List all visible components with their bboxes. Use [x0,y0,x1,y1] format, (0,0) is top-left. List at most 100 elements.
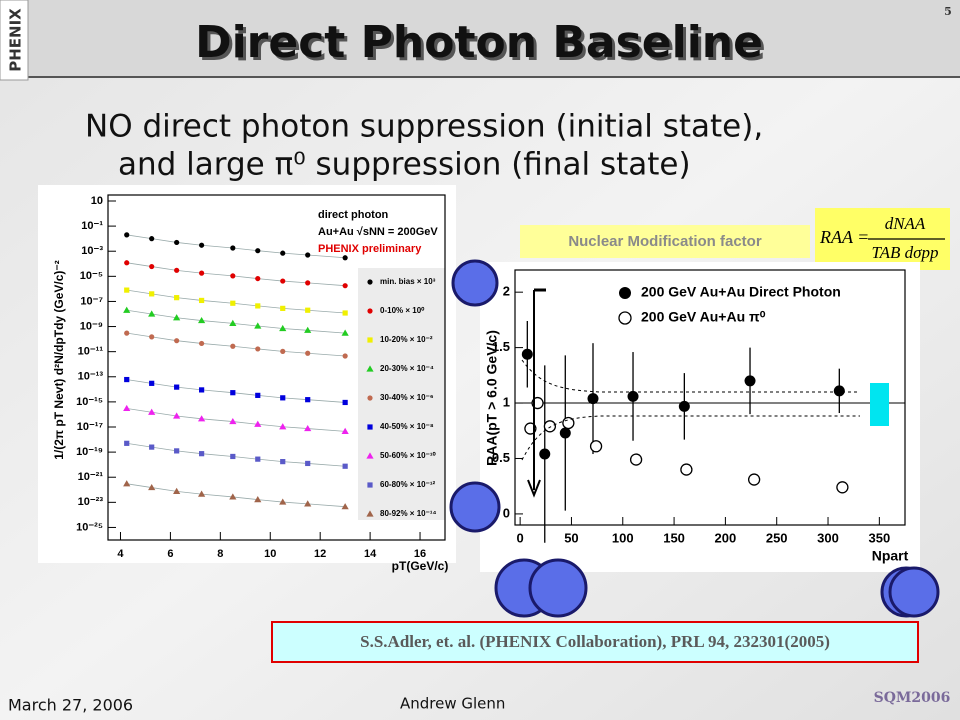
data-point [280,459,286,465]
data-point [173,314,181,321]
data-point [149,444,155,450]
data-point [280,278,286,284]
uncertainty-upper [521,359,860,393]
data-point [342,310,348,316]
data-point [836,481,849,494]
plot-frame [107,194,446,541]
data-point [539,448,551,460]
title: Direct Photon Baseline [195,17,763,68]
data-point [199,297,205,304]
y-tick-label: 10⁻²³ [78,496,104,508]
footer-logo: SQM2006 [874,690,951,706]
data-point [629,453,643,466]
legend-bg [358,268,445,520]
data-point [255,346,261,352]
data-point [255,456,261,462]
page-number: 5 [944,5,952,18]
data-point [279,324,287,332]
data-point [123,306,131,313]
data-point [744,375,756,387]
data-point [342,353,348,359]
data-point [627,390,639,402]
data-point [305,397,311,403]
y-tick-label: 10 [91,195,103,207]
data-point [255,248,261,254]
data-point [199,387,205,393]
data-point [174,448,180,454]
logo-box [0,0,29,81]
data-point [305,460,311,467]
data-point [305,350,311,356]
data-point [148,310,156,317]
y-tick-label: 10⁻²¹ [78,471,104,483]
data-point [124,232,130,238]
y-tick-label: 1.5 [492,339,510,354]
x-tick-label: 200 [715,530,737,545]
data-point [305,252,311,258]
x-tick-label: 250 [766,530,788,545]
chart-status: PHENIX preliminary [318,243,422,255]
chart-system: Au+Au √sNN = 200GeV [318,226,438,238]
formula-num: dNAA [885,214,926,233]
nucleus [528,558,588,618]
data-point [559,427,571,439]
legend-entry: 60-80% × 10⁻¹² [380,480,435,489]
y-tick-label: 10⁻¹¹ [78,346,104,358]
data-point [123,404,131,412]
data-point [198,415,206,422]
x-tick-label: 0 [517,530,524,545]
data-point [833,385,845,397]
data-point [148,408,156,415]
legend-swatch [367,308,373,314]
data-point [174,384,180,390]
data-point [149,291,155,297]
ncoll-band [870,383,889,426]
data-point [199,340,205,347]
data-point [341,427,349,434]
legend-entry: 200 GeV Au+Au Direct Photon [641,284,841,300]
data-point [255,303,261,309]
legend-entry: 30-40% × 10⁻⁶ [380,393,434,402]
legend-swatch [366,510,374,517]
data-point [149,380,155,386]
legend-entry: 80-92% × 10⁻¹⁴ [380,509,436,518]
legend-swatch [366,365,374,372]
data-point [124,330,130,336]
raa-chart: 0 0.5 1 1.5 2 0 50 100 150 200 250 300 350 200 GeV Au… [492,269,906,545]
data-point [173,412,181,419]
data-point [305,307,311,313]
y-tick-label: 10⁻¹ [81,220,103,232]
footer-date: March 27, 2006 [8,696,133,715]
data-point [149,334,155,340]
data-point [199,242,205,248]
data-point [230,273,236,279]
data-point [230,245,236,251]
subtitle-line: NO direct photon suppression (initial st… [85,109,763,145]
data-point [255,392,261,398]
data-point [199,451,205,457]
y-tick-label: 10⁻³ [81,245,103,257]
data-point [149,236,155,242]
limit-arrow-head [527,479,541,498]
y-tick-label: 10⁻¹³ [78,371,104,383]
data-point [305,280,311,286]
x-tick-label: 100 [612,530,634,545]
data-point [342,255,348,261]
citation: S.S.Adler, et. al. (PHENIX Collaboration… [360,632,830,651]
data-point [280,395,286,401]
title-shadow: Direct Photon Baseline [198,20,766,71]
logo: PHENIX [7,8,25,72]
legend-entry: 10-20% × 10⁻² [380,335,433,344]
data-point [230,390,236,396]
citation-box [271,621,919,663]
data-point [304,326,312,333]
data-point [149,263,155,270]
header-band [0,0,960,76]
legend-swatch [367,395,373,401]
data-point [747,473,761,486]
y-tick-label: 10⁻⁹ [80,320,103,332]
legend-entry: 40-50% × 10⁻⁸ [380,422,434,431]
data-point [279,423,287,430]
label-strip [520,225,810,258]
